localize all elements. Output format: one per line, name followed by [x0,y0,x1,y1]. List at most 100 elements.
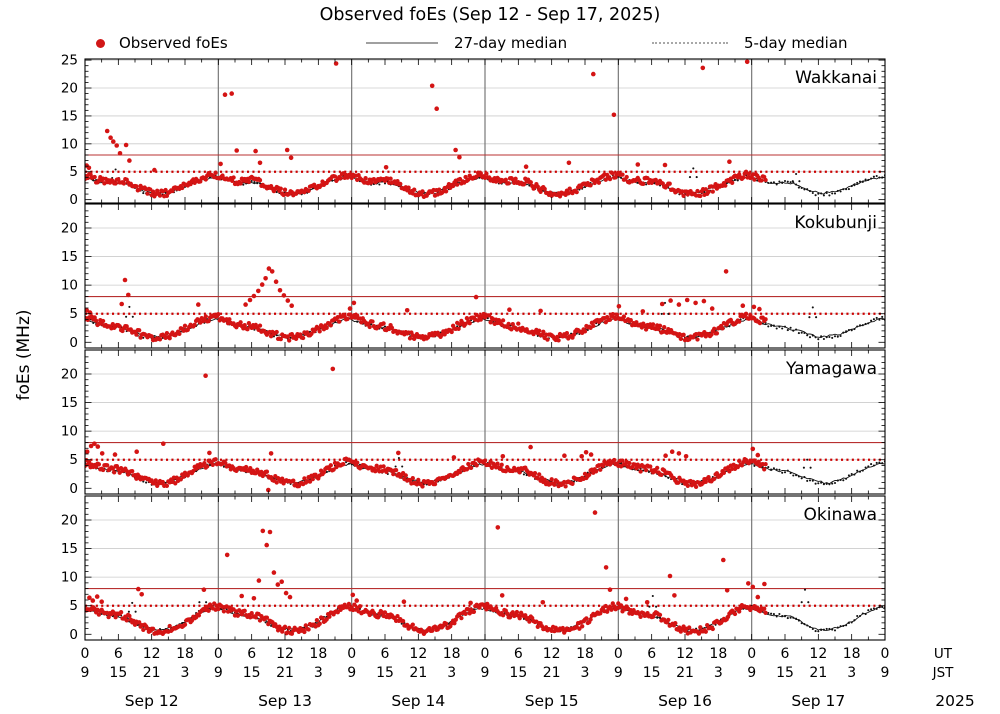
svg-text:0: 0 [69,192,78,208]
svg-text:12: 12 [543,646,561,662]
svg-text:15: 15 [109,665,127,681]
svg-text:20: 20 [61,81,78,97]
svg-text:15: 15 [61,395,78,411]
panel-yamagawa: 0 5 10 15 20 Yamagawa [61,349,886,497]
svg-text:0: 0 [69,481,78,497]
observed-foes-dots [85,59,768,200]
station-label-yamagawa: Yamagawa [785,359,877,379]
svg-text:9: 9 [347,665,356,681]
svg-text:12: 12 [276,646,294,662]
panel-kokubunji: 0 5 10 15 20 Kokubunji [61,203,886,351]
svg-text:20: 20 [61,221,78,237]
svg-text:6: 6 [647,646,656,662]
observed-foes-dots [85,366,768,493]
svg-text:20: 20 [61,513,78,529]
svg-text:12: 12 [409,646,427,662]
svg-text:9: 9 [214,665,223,681]
legend-27day-label: 27-day median [454,34,568,52]
svg-text:10: 10 [61,278,78,294]
svg-text:12: 12 [676,646,694,662]
solid-line-icon [366,42,438,44]
svg-text:18: 18 [576,646,594,662]
station-label-wakkanai: Wakkanai [795,68,877,88]
svg-text:21: 21 [409,665,427,681]
date-labels: Sep 12 Sep 13 Sep 14 Sep 15 Sep 16 Sep 17 2025 [125,692,975,710]
legend-5day-median: 5-day median [652,33,848,53]
svg-text:9: 9 [614,665,623,681]
legend-observed: Observed foEs [96,33,228,53]
svg-text:21: 21 [809,665,827,681]
chart-title: Observed foEs (Sep 12 - Sep 17, 2025) [319,5,661,25]
svg-text:15: 15 [376,665,394,681]
svg-text:2025: 2025 [935,692,974,710]
svg-text:UT: UT [934,646,953,662]
svg-text:5: 5 [69,598,78,614]
svg-text:12: 12 [143,646,161,662]
svg-text:3: 3 [447,665,456,681]
svg-text:9: 9 [747,665,756,681]
svg-text:0: 0 [81,646,90,662]
svg-text:Sep 17: Sep 17 [791,692,845,710]
svg-text:18: 18 [176,646,194,662]
svg-text:0: 0 [747,646,756,662]
svg-text:15: 15 [509,665,527,681]
dotted-line-icon [652,42,728,44]
svg-text:6: 6 [781,646,790,662]
svg-text:0: 0 [214,646,223,662]
svg-text:18: 18 [843,646,861,662]
legend-observed-label: Observed foEs [119,34,228,52]
svg-text:5: 5 [69,306,78,322]
svg-text:5: 5 [69,164,78,180]
svg-text:15: 15 [243,665,261,681]
svg-text:6: 6 [247,646,256,662]
observed-foes-dots [85,266,768,343]
svg-text:5: 5 [69,452,78,468]
svg-text:21: 21 [143,665,161,681]
svg-text:9: 9 [481,665,490,681]
svg-text:15: 15 [61,541,78,557]
svg-text:25: 25 [61,53,78,69]
svg-text:10: 10 [61,424,78,440]
svg-text:21: 21 [543,665,561,681]
legend-5day-label: 5-day median [744,34,848,52]
svg-text:0: 0 [481,646,490,662]
observed-dot-icon [96,38,105,48]
svg-text:15: 15 [61,108,78,124]
svg-text:3: 3 [314,665,323,681]
svg-text:12: 12 [809,646,827,662]
svg-text:6: 6 [114,646,123,662]
svg-text:0: 0 [881,646,890,662]
legend-27day-median: 27-day median [366,33,567,53]
svg-text:0: 0 [69,335,78,351]
svg-text:3: 3 [181,665,190,681]
svg-text:9: 9 [81,665,90,681]
svg-text:18: 18 [309,646,327,662]
station-label-okinawa: Okinawa [804,505,877,525]
svg-text:0: 0 [347,646,356,662]
svg-text:21: 21 [676,665,694,681]
svg-text:20: 20 [61,367,78,383]
svg-text:18: 18 [443,646,461,662]
svg-text:10: 10 [61,136,78,152]
svg-text:9: 9 [881,665,890,681]
svg-text:0: 0 [614,646,623,662]
svg-text:15: 15 [643,665,661,681]
svg-text:10: 10 [61,570,78,586]
svg-text:15: 15 [776,665,794,681]
svg-text:Sep 13: Sep 13 [258,692,312,710]
station-label-kokubunji: Kokubunji [794,213,877,233]
svg-text:0: 0 [69,627,78,643]
panel-okinawa: 0 5 10 15 20 Okinawa [61,495,886,643]
svg-text:3: 3 [847,665,856,681]
observed-foes-dots [85,510,768,637]
svg-text:18: 18 [709,646,727,662]
svg-text:Sep 12: Sep 12 [125,692,179,710]
svg-text:6: 6 [514,646,523,662]
svg-text:15: 15 [61,249,78,265]
svg-text:Sep 15: Sep 15 [525,692,579,710]
svg-text:3: 3 [581,665,590,681]
x-axis-labels: 0 9 6 15 12 21 18 3 0 9 6 15 12 21 18 3 0 9 6 15 12 21 18 3 0 9 6 1… [81,646,955,681]
svg-text:3: 3 [714,665,723,681]
